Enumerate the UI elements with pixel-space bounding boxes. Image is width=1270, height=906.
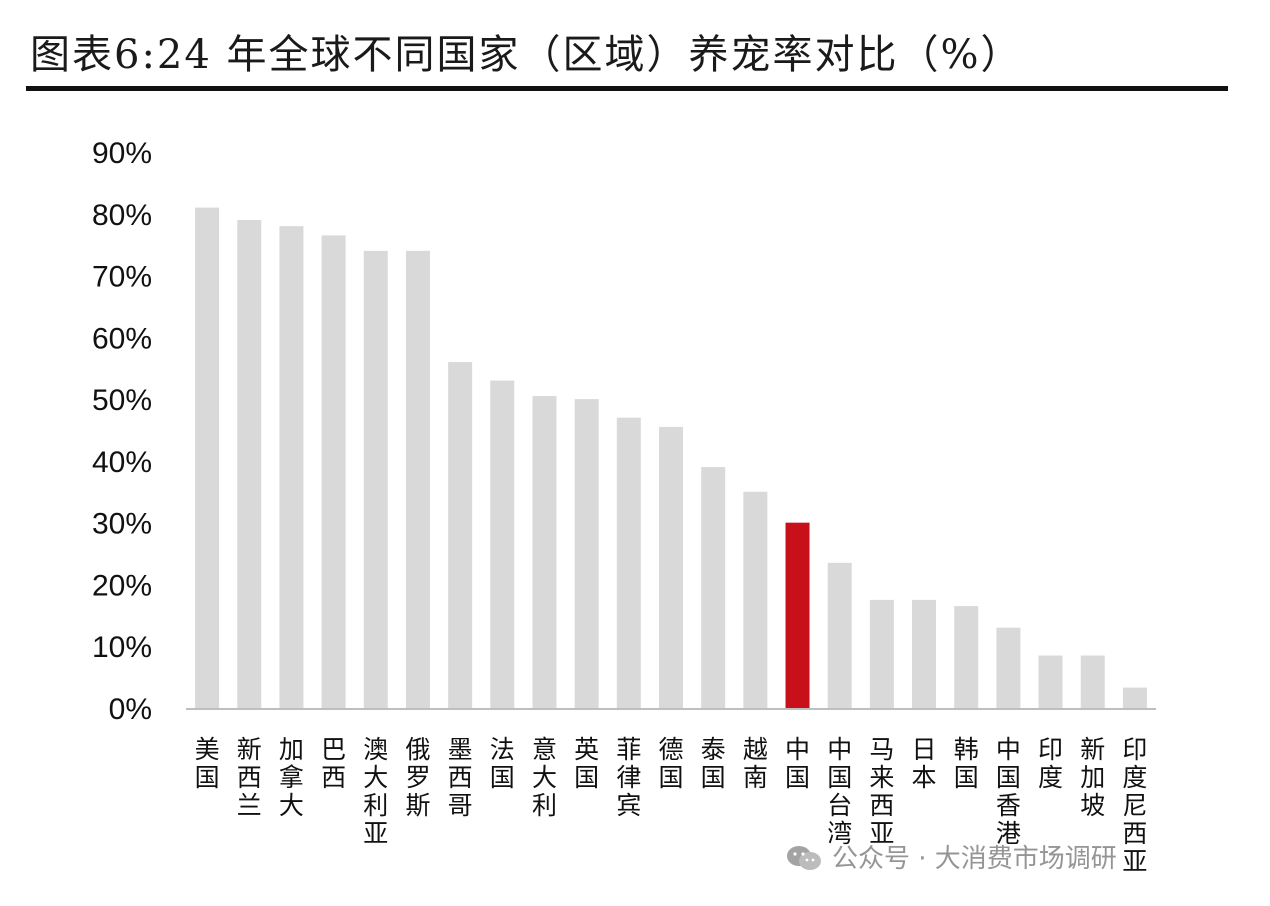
title-underline (26, 86, 1228, 91)
x-category-label: 德国 (658, 735, 683, 792)
bar-5 (363, 250, 388, 708)
bar-12 (659, 426, 683, 708)
x-category-label: 墨西哥 (448, 735, 473, 820)
bar-16 (827, 562, 852, 708)
x-category-label: 法国 (490, 735, 515, 792)
x-category-label: 中国台湾 (827, 735, 852, 848)
x-category-label: 越南 (743, 735, 768, 792)
bar-15 (785, 522, 810, 708)
watermark: 公众号 · 大消费市场调研 (786, 838, 1117, 875)
bar-19 (954, 606, 979, 708)
y-tick-label: 30% (92, 508, 152, 541)
y-tick-label: 40% (92, 446, 152, 479)
y-tick-label: 20% (92, 569, 152, 602)
bar-18 (912, 599, 937, 708)
x-category-label: 印度 (1038, 735, 1063, 792)
wechat-icon (787, 846, 821, 870)
y-tick-label: 90% (92, 137, 152, 170)
bar-7 (448, 362, 473, 708)
x-category-label: 澳大利亚 (363, 735, 388, 848)
y-tick-label: 70% (92, 261, 152, 294)
y-tick-label: 10% (92, 631, 152, 664)
bar-6 (405, 250, 430, 708)
bar-11 (616, 417, 641, 708)
y-tick-label: 60% (92, 322, 152, 355)
x-category-label: 马来西亚 (869, 735, 894, 848)
bar-22 (1080, 655, 1105, 708)
bars (195, 207, 1147, 708)
x-category-label: 加拿大 (279, 735, 304, 820)
chart-title: 图表6:24 年全球不同国家（区域）养宠率对比（%） (30, 32, 1023, 78)
x-category-label: 泰国 (701, 735, 726, 792)
watermark-text: 公众号 · 大消费市场调研 (832, 844, 1117, 874)
y-tick-label: 80% (92, 199, 152, 232)
x-category-label: 日本 (912, 735, 937, 792)
x-category-label: 菲律宾 (616, 735, 641, 820)
x-category-label: 中国 (785, 735, 810, 792)
y-tick-label: 0% (109, 693, 152, 726)
y-tick-label: 50% (92, 384, 152, 417)
bar-20 (996, 627, 1021, 708)
bar-17 (869, 599, 894, 708)
bar-14 (743, 491, 768, 708)
bar-3 (279, 226, 304, 708)
y-axis-ticks: 0% 10% 20% 30% 40% 50% 60% 70% 80% 90% (92, 137, 152, 726)
bar-2 (237, 219, 262, 708)
x-category-label: 韩国 (954, 735, 979, 792)
x-category-label: 美国 (195, 735, 220, 792)
bar-21 (1038, 655, 1063, 708)
bar-23 (1122, 687, 1147, 708)
bar-9 (532, 396, 557, 708)
x-category-label: 英国 (574, 735, 599, 792)
x-category-label: 俄罗斯 (405, 735, 430, 820)
x-category-label: 新加坡 (1080, 735, 1105, 820)
x-category-label: 印度尼西亚 (1122, 735, 1147, 876)
x-category-label: 中国香港 (996, 735, 1021, 848)
bar-4 (321, 235, 346, 708)
bar-13 (701, 467, 726, 708)
x-category-label: 意大利 (532, 735, 557, 820)
x-category-label: 巴西 (321, 735, 346, 792)
bar-1 (195, 207, 220, 708)
bar-10 (574, 399, 599, 708)
bar-8 (490, 380, 515, 708)
x-category-label: 新西兰 (237, 735, 262, 820)
x-axis-labels: 美国新西兰加拿大巴西澳大利亚俄罗斯墨西哥法国意大利英国菲律宾德国泰国越南中国中国… (195, 735, 1148, 876)
